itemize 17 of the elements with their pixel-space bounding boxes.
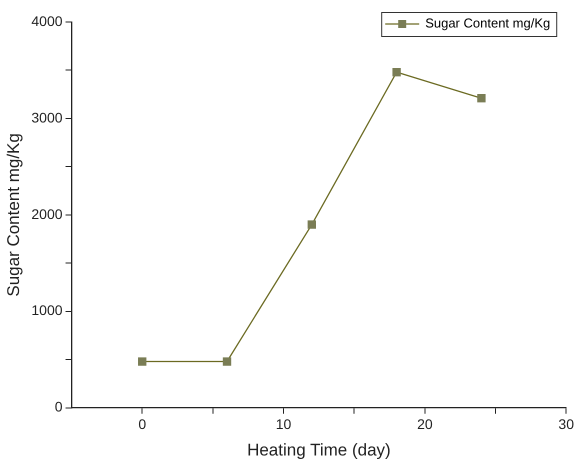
y-tick-label: 3000 [31, 109, 63, 126]
point [138, 357, 146, 366]
x-tick-label: 0 [138, 416, 146, 432]
y-tick-label: 2000 [31, 206, 63, 222]
x-tick-label: 10 [276, 416, 292, 432]
point [392, 68, 401, 76]
x-tick-label: 30 [558, 416, 574, 432]
x-tick-label: 20 [417, 416, 433, 432]
point [308, 220, 316, 229]
y-axis-title: Sugar Content mg/Kg [4, 133, 23, 297]
y-tick-label: 0 [54, 398, 63, 415]
point [477, 94, 486, 102]
legend-label: Sugar Content mg/Kg [425, 16, 550, 31]
y-tick-label: 4000 [31, 12, 63, 29]
x-axis-title: Heating Time (day) [247, 440, 391, 460]
point [222, 357, 232, 366]
y-tick-label: 1000 [31, 302, 63, 318]
